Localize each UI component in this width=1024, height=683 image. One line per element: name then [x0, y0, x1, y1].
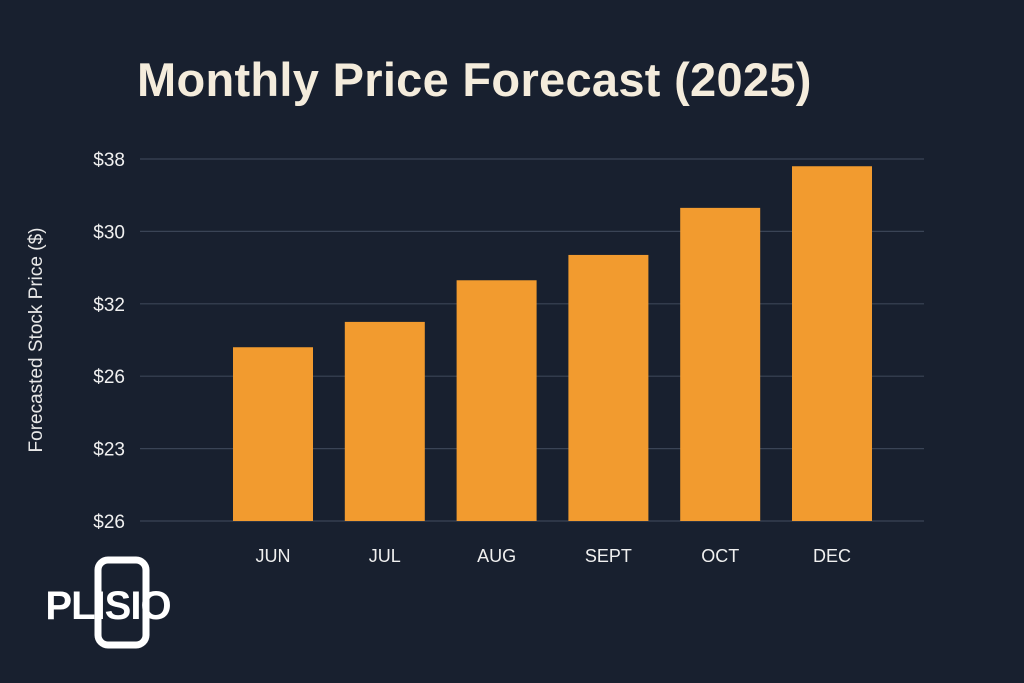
- y-tick-label: $26: [93, 512, 125, 533]
- y-tick-label: $23: [93, 440, 125, 461]
- x-tick-label: DEC: [813, 546, 851, 566]
- x-tick-label: AUG: [477, 546, 516, 566]
- x-tick-label: JUL: [369, 546, 401, 566]
- y-tick-label: $38: [93, 150, 125, 171]
- x-tick-label: OCT: [701, 546, 739, 566]
- x-tick-label: JUN: [256, 546, 291, 566]
- y-axis-label: Forecasted Stock Price ($): [26, 228, 47, 453]
- y-tick-label: $30: [93, 222, 125, 243]
- bar-dec: [792, 166, 872, 522]
- chart-title: Monthly Price Forecast (2025): [137, 53, 812, 106]
- bar-jul: [344, 321, 425, 521]
- y-tick-label: $32: [93, 295, 125, 316]
- bar-jun: [233, 347, 313, 521]
- bar-oct: [680, 207, 761, 521]
- svg-text:PLISIO: PLISIO: [45, 584, 170, 628]
- y-tick-label: $26: [93, 367, 125, 388]
- bar-aug: [456, 280, 537, 521]
- x-tick-label: SEPT: [585, 546, 632, 566]
- bar-sept: [568, 254, 649, 521]
- plisio-logo: PLISIO: [45, 556, 172, 649]
